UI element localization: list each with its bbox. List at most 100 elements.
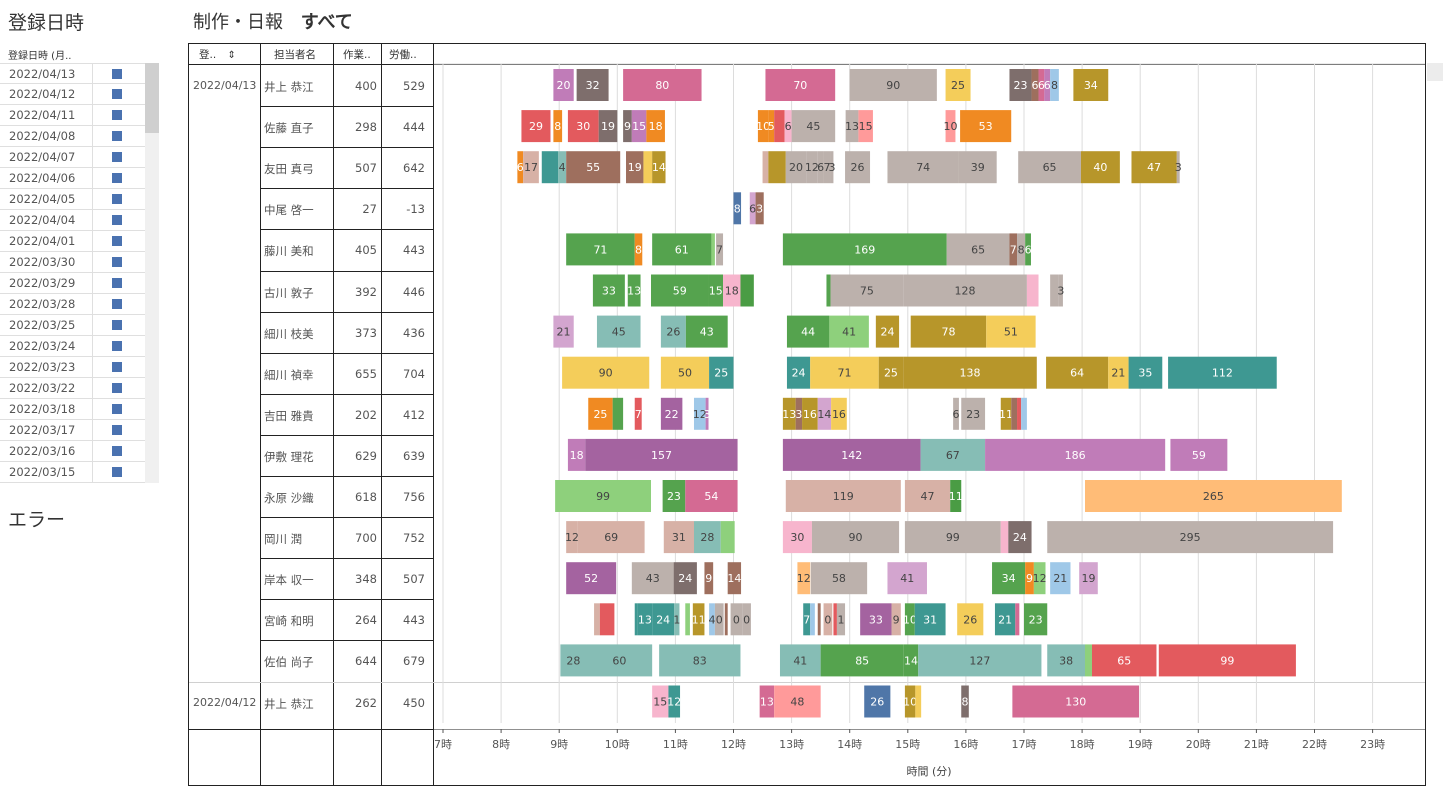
date-filter-item[interactable]: 2022/03/28: [0, 294, 145, 315]
task-bar[interactable]: [811, 521, 900, 554]
task-bar[interactable]: [830, 151, 834, 184]
task-bar[interactable]: [986, 315, 1036, 348]
task-bar[interactable]: [836, 603, 846, 636]
date-filter-checkbox[interactable]: [112, 131, 122, 141]
task-bar[interactable]: [634, 603, 638, 636]
date-filter-checkbox[interactable]: [112, 278, 122, 288]
task-bar[interactable]: [831, 397, 847, 430]
task-bar[interactable]: [1050, 274, 1059, 307]
date-filter-checkbox[interactable]: [112, 69, 122, 79]
date-filter-item[interactable]: 2022/03/30: [0, 252, 145, 273]
task-bar[interactable]: [903, 356, 1037, 389]
task-bar[interactable]: [782, 521, 812, 554]
task-bar[interactable]: [566, 521, 578, 554]
task-bar[interactable]: [652, 685, 669, 718]
task-bar[interactable]: [823, 151, 831, 184]
col-header-name[interactable]: 担当者名: [274, 49, 316, 61]
task-bar[interactable]: [594, 603, 600, 636]
date-filter-item[interactable]: 2022/04/04: [0, 210, 145, 231]
task-bar[interactable]: [768, 151, 786, 184]
task-bar[interactable]: [637, 603, 653, 636]
filter-value[interactable]: すべて: [300, 12, 353, 33]
date-filter-item[interactable]: 2022/03/16: [0, 441, 145, 462]
task-bar[interactable]: [810, 356, 879, 389]
task-bar[interactable]: [891, 603, 901, 636]
task-bar[interactable]: [829, 315, 869, 348]
task-bar[interactable]: [592, 274, 625, 307]
task-bar[interactable]: [1176, 151, 1180, 184]
task-bar[interactable]: [945, 110, 956, 143]
task-bar[interactable]: [598, 110, 618, 143]
task-bar[interactable]: [627, 274, 641, 307]
date-filter-item[interactable]: 2022/04/12: [0, 84, 145, 105]
task-bar[interactable]: [1168, 356, 1277, 389]
date-filter-column-header[interactable]: 登録日時 (月..: [8, 51, 72, 62]
task-bar[interactable]: [685, 603, 690, 636]
task-bar[interactable]: [803, 603, 811, 636]
task-bar[interactable]: [1000, 521, 1009, 554]
task-bar[interactable]: [1080, 151, 1120, 184]
task-bar[interactable]: [1012, 685, 1140, 718]
date-filter-item[interactable]: 2022/04/11: [0, 105, 145, 126]
date-filter-checkbox[interactable]: [112, 194, 122, 204]
task-bar[interactable]: [1009, 69, 1032, 101]
task-bar[interactable]: [566, 233, 635, 266]
task-bar[interactable]: [652, 233, 712, 266]
task-bar[interactable]: [1046, 356, 1109, 389]
task-bar[interactable]: [858, 110, 873, 143]
task-bar[interactable]: [910, 315, 987, 348]
date-filter-item[interactable]: 2022/03/25: [0, 315, 145, 336]
task-bar[interactable]: [1047, 644, 1086, 677]
date-filter-checkbox[interactable]: [112, 341, 122, 351]
date-filter-item[interactable]: 2022/03/29: [0, 273, 145, 294]
task-bar[interactable]: [1085, 480, 1342, 512]
task-bar[interactable]: [1033, 562, 1046, 595]
task-bar[interactable]: [674, 603, 680, 636]
task-bar[interactable]: [994, 603, 1016, 636]
task-bar[interactable]: [961, 397, 986, 430]
task-bar[interactable]: [1047, 521, 1334, 554]
date-list-scrollbar[interactable]: [145, 63, 159, 483]
task-bar[interactable]: [631, 110, 647, 143]
task-bar[interactable]: [660, 356, 710, 389]
task-bar[interactable]: [663, 521, 694, 554]
date-filter-checkbox[interactable]: [112, 152, 122, 162]
task-bar[interactable]: [915, 685, 922, 718]
date-filter-checkbox[interactable]: [112, 467, 122, 477]
date-filter-checkbox[interactable]: [112, 110, 122, 120]
task-bar[interactable]: [817, 397, 832, 430]
task-bar[interactable]: [567, 110, 599, 143]
task-bar[interactable]: [708, 274, 724, 307]
task-bar[interactable]: [1024, 603, 1048, 636]
task-bar[interactable]: [830, 274, 904, 307]
date-filter-checkbox[interactable]: [112, 257, 122, 267]
task-bar[interactable]: [555, 480, 651, 512]
task-bar[interactable]: [887, 562, 927, 595]
task-bar[interactable]: [541, 151, 559, 184]
task-bar[interactable]: [864, 685, 891, 718]
task-bar[interactable]: [806, 151, 818, 184]
task-bar[interactable]: [849, 69, 937, 101]
task-bar[interactable]: [711, 233, 715, 266]
task-bar[interactable]: [730, 603, 743, 636]
task-bar[interactable]: [1050, 562, 1071, 595]
task-bar[interactable]: [646, 110, 665, 143]
task-bar[interactable]: [784, 110, 792, 143]
task-bar[interactable]: [692, 603, 705, 636]
task-bar[interactable]: [817, 603, 821, 636]
col-header-work[interactable]: 作業..: [343, 49, 371, 61]
task-bar[interactable]: [1017, 397, 1022, 430]
task-bar[interactable]: [904, 521, 1001, 554]
date-filter-checkbox[interactable]: [112, 362, 122, 372]
date-filter-item[interactable]: 2022/03/22: [0, 378, 145, 399]
task-bar[interactable]: [634, 233, 643, 266]
task-bar[interactable]: [723, 274, 741, 307]
task-bar[interactable]: [1017, 233, 1026, 266]
task-bar[interactable]: [945, 69, 971, 101]
date-filter-checkbox[interactable]: [112, 173, 122, 183]
task-bar[interactable]: [576, 69, 609, 101]
sort-icon[interactable]: ⇕: [227, 50, 236, 61]
task-bar[interactable]: [786, 356, 811, 389]
date-list-scroll-thumb[interactable]: [145, 63, 159, 133]
task-bar[interactable]: [714, 603, 724, 636]
